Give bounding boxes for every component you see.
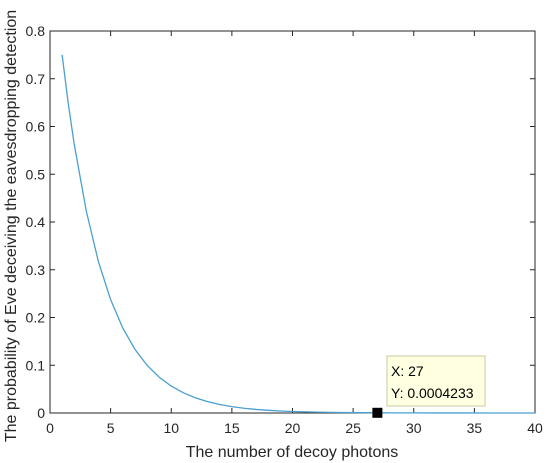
x-tick-label: 20 xyxy=(285,420,301,436)
x-tick-label: 25 xyxy=(345,420,361,436)
y-tick-label: 0.7 xyxy=(26,71,46,87)
y-axis-label: The probability of Eve deceiving the eav… xyxy=(3,10,20,442)
x-tick-label: 40 xyxy=(527,420,543,436)
y-tick-label: 0.4 xyxy=(26,214,46,230)
y-tick-label: 0.3 xyxy=(26,262,46,278)
series-line xyxy=(61,54,535,414)
y-tick-label: 0.1 xyxy=(26,357,46,373)
datatip-box xyxy=(386,355,486,407)
y-tick-label: 0.8 xyxy=(26,23,46,39)
plot-area xyxy=(49,30,536,414)
y-tick-label: 0.5 xyxy=(26,166,46,182)
datatip[interactable]: X: 27 Y: 0.0004233 xyxy=(372,355,486,418)
datatip-x-text: X: 27 xyxy=(391,363,424,379)
x-tick-label: 0 xyxy=(46,420,54,436)
y-tick-label: 0.2 xyxy=(26,310,46,326)
datatip-marker[interactable] xyxy=(372,407,383,418)
x-tick-label: 5 xyxy=(107,420,115,436)
x-tick-label: 35 xyxy=(467,420,483,436)
x-axis: 0 5 10 15 20 25 30 35 40 xyxy=(46,31,543,436)
x-tick-label: 30 xyxy=(406,420,422,436)
x-axis-label: The number of decoy photons xyxy=(186,444,399,461)
datatip-y-text: Y: 0.0004233 xyxy=(391,385,474,401)
y-axis: 0 0.1 0.2 0.3 0.4 0.5 0.6 0.7 0.8 xyxy=(26,23,535,421)
y-tick-label: 0 xyxy=(37,405,45,421)
x-tick-label: 10 xyxy=(163,420,179,436)
x-tick-label: 15 xyxy=(224,420,240,436)
y-tick-label: 0.6 xyxy=(26,119,46,135)
